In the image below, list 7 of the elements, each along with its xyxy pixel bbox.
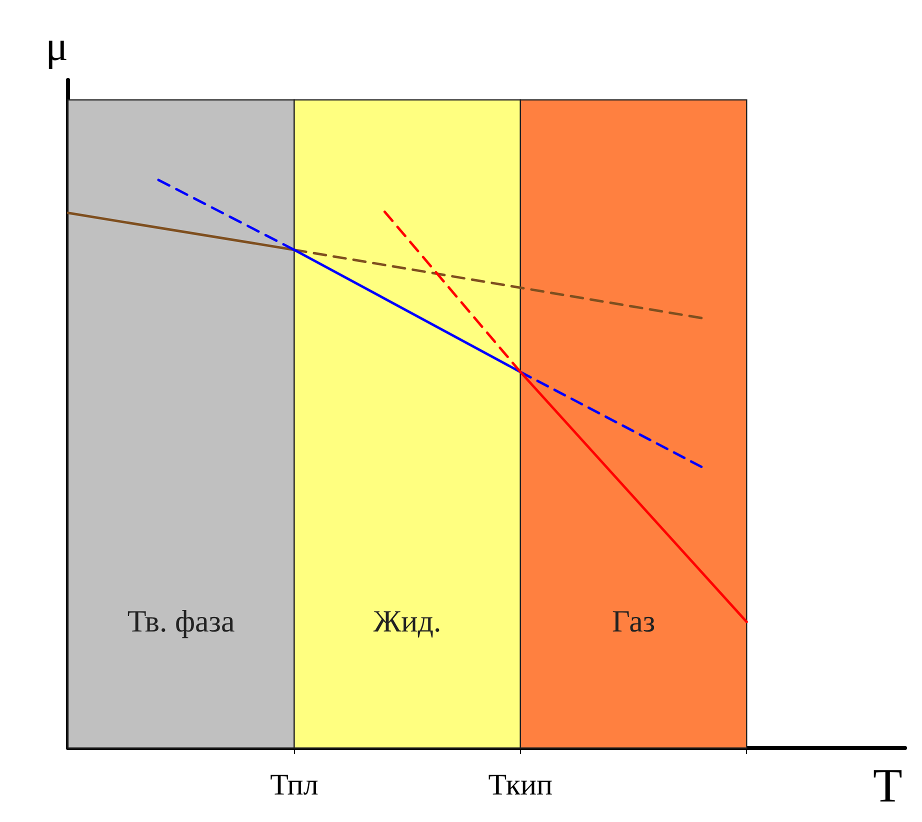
band-label: Жид.: [373, 604, 442, 639]
x-axis-title: T: [873, 760, 902, 812]
x-tick-label: Тпл: [270, 768, 318, 802]
annotation: Газ: [612, 604, 656, 639]
x-tick-label: Ткип: [488, 768, 553, 802]
y-axis-title: μ: [45, 24, 68, 70]
annotation: Тв. фаза: [127, 604, 236, 639]
